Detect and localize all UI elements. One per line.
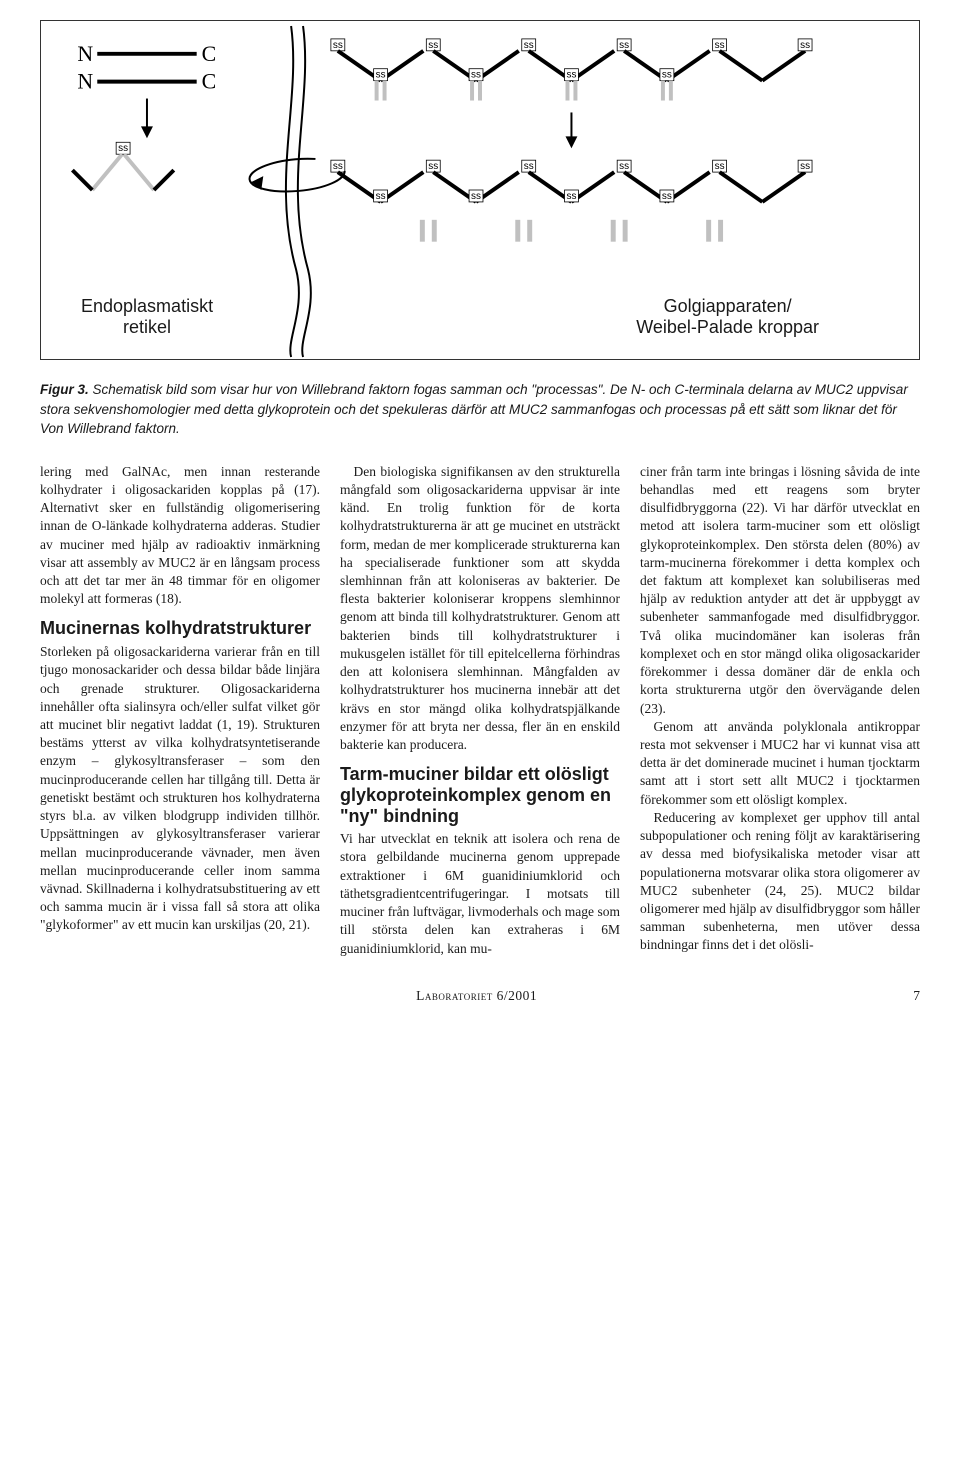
figure-caption-text: Schematisk bild som visar hur von Willeb…: [40, 382, 908, 436]
ss-label: ss: [524, 40, 534, 51]
label-C-top: C: [202, 42, 217, 66]
figure-label-left-l2: retikel: [123, 317, 171, 337]
ss-label: ss: [333, 161, 343, 172]
ss-label: ss: [662, 191, 672, 202]
heading-mucinernas: Mucinernas kolhydratstrukturer: [40, 618, 320, 639]
footer-journal: Laboratoriet 6/2001: [416, 988, 537, 1004]
label-N-top: N: [77, 42, 93, 66]
heading-tarm-muciner: Tarm-muciner bildar ett olösligt glykopr…: [340, 764, 620, 826]
ss-label: ss: [800, 161, 810, 172]
ss-label: ss: [118, 143, 128, 154]
body-columns: lering med GalNAc, men innan resterande …: [40, 463, 920, 958]
label-C-bottom: C: [202, 70, 217, 94]
ss-label: ss: [715, 40, 725, 51]
figure-label-left-l1: Endoplasmatiskt: [81, 296, 213, 316]
figure-label-right: Golgiapparaten/ Weibel-Palade kroppar: [636, 296, 819, 339]
ss-label: ss: [471, 70, 481, 81]
figure-label-right-l1: Golgiapparaten/: [664, 296, 792, 316]
ss-label: ss: [619, 40, 629, 51]
label-N-bottom: N: [77, 70, 93, 94]
figure-caption-label: Figur 3.: [40, 382, 89, 397]
body-p1: lering med GalNAc, men innan resterande …: [40, 463, 320, 609]
figure-label-left: Endoplasmatiskt retikel: [81, 296, 213, 339]
ss-label: ss: [428, 40, 438, 51]
ss-label: ss: [376, 191, 386, 202]
body-p4: Vi har utvecklat en teknik att isolera o…: [340, 830, 620, 958]
ss-label: ss: [566, 191, 576, 202]
ss-label: ss: [662, 70, 672, 81]
ss-label: ss: [428, 161, 438, 172]
ss-label: ss: [471, 191, 481, 202]
figure-caption: Figur 3. Schematisk bild som visar hur v…: [40, 380, 920, 439]
ss-label: ss: [619, 161, 629, 172]
bottom-chain: ss ss ss ss ss ss ss ss ss ss: [331, 160, 812, 242]
ss-label: ss: [333, 40, 343, 51]
ss-label: ss: [566, 70, 576, 81]
page-footer: Laboratoriet 6/2001 7: [40, 988, 920, 1004]
body-p6: Genom att använda polyklonala antikroppa…: [640, 718, 920, 809]
ss-label: ss: [715, 161, 725, 172]
figure-label-right-l2: Weibel-Palade kroppar: [636, 317, 819, 337]
top-chain: ss ss ss ss ss ss ss ss: [331, 39, 812, 101]
body-p3: Den biologiska signifikansen av den stru…: [340, 463, 620, 755]
figure-3-box: N C N C ss ss ss ss: [40, 20, 920, 360]
ss-label: ss: [524, 161, 534, 172]
ss-label: ss: [800, 40, 810, 51]
body-p2: Storleken på oligosackariderna varierar …: [40, 643, 320, 935]
footer-page-number: 7: [913, 988, 920, 1004]
body-p7: Reducering av komplexet ger upphov till …: [640, 809, 920, 955]
body-p5: ciner från tarm inte bringas i lösning s…: [640, 463, 920, 718]
ss-label: ss: [376, 70, 386, 81]
